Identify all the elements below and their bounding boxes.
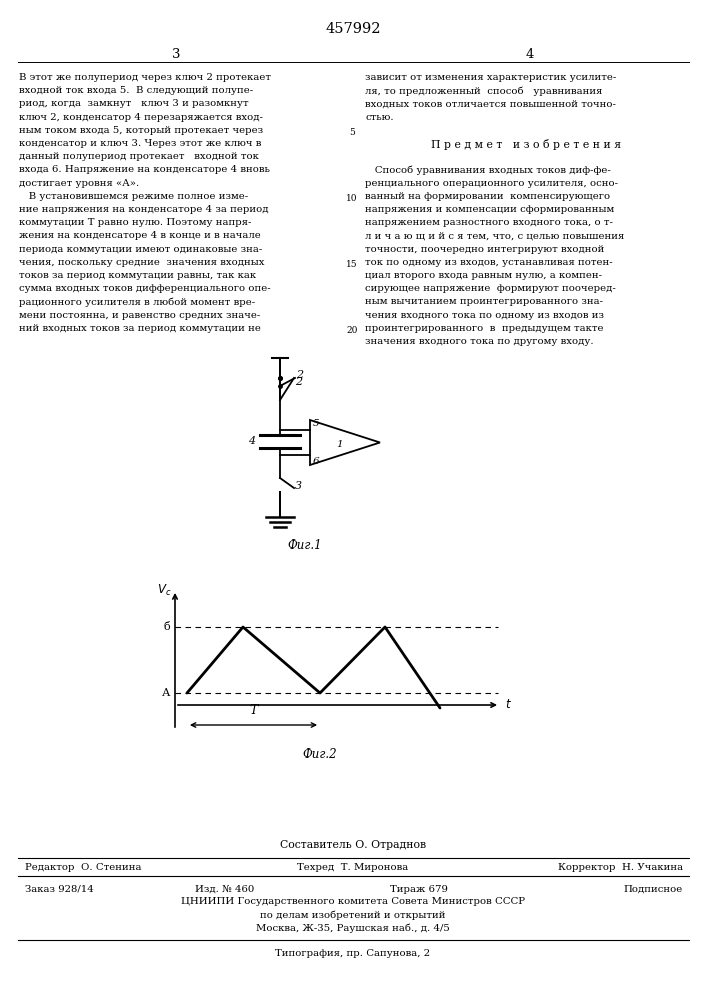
Text: входа 6. Напряжение на конденсаторе 4 вновь: входа 6. Напряжение на конденсаторе 4 вн… <box>19 165 270 174</box>
Text: периода коммутации имеют одинаковые зна-: периода коммутации имеют одинаковые зна- <box>19 245 262 254</box>
Text: ток по одному из входов, устанавливая потен-: ток по одному из входов, устанавливая по… <box>365 258 613 267</box>
Text: А: А <box>162 688 170 698</box>
Text: Подписное: Подписное <box>624 884 683 894</box>
Text: В этот же полупериод через ключ 2 протекает: В этот же полупериод через ключ 2 протек… <box>19 73 271 82</box>
Text: ключ 2, конденсатор 4 перезаряжается вход-: ключ 2, конденсатор 4 перезаряжается вхо… <box>19 113 263 122</box>
Text: Фиг.1: Фиг.1 <box>288 539 322 552</box>
Text: ля, то предложенный  способ   уравнивания: ля, то предложенный способ уравнивания <box>365 86 602 96</box>
Text: значения входного тока по другому входу.: значения входного тока по другому входу. <box>365 337 594 346</box>
Text: рационного усилителя в любой момент вре-: рационного усилителя в любой момент вре- <box>19 297 255 307</box>
Text: ванный на формировании  компенсирующего: ванный на формировании компенсирующего <box>365 192 610 201</box>
Text: Фиг.2: Фиг.2 <box>303 748 337 761</box>
Text: чения, поскольку средние  значения входных: чения, поскольку средние значения входны… <box>19 258 264 267</box>
Text: 3: 3 <box>295 481 302 491</box>
Text: л и ч а ю щ и й с я тем, что, с целью повышения: л и ч а ю щ и й с я тем, что, с целью по… <box>365 231 624 240</box>
Text: 457992: 457992 <box>325 22 381 36</box>
Text: 6: 6 <box>313 457 320 466</box>
Text: мени постоянна, и равенство средних значе-: мени постоянна, и равенство средних знач… <box>19 311 260 320</box>
Text: ренциального операционного усилителя, осно-: ренциального операционного усилителя, ос… <box>365 179 618 188</box>
Text: 5: 5 <box>349 128 355 137</box>
Text: 1: 1 <box>337 440 344 449</box>
Text: 20: 20 <box>346 326 358 335</box>
Text: стью.: стью. <box>365 113 394 122</box>
Text: Корректор  Н. Учакина: Корректор Н. Учакина <box>558 862 683 871</box>
Text: ний входных токов за период коммутации не: ний входных токов за период коммутации н… <box>19 324 261 333</box>
Text: сирующее напряжение  формируют поочеред-: сирующее напряжение формируют поочеред- <box>365 284 616 293</box>
Text: чения входного тока по одному из входов из: чения входного тока по одному из входов … <box>365 311 604 320</box>
Text: Техред  Т. Миронова: Техред Т. Миронова <box>298 862 409 871</box>
Text: Способ уравнивания входных токов диф-фе-: Способ уравнивания входных токов диф-фе- <box>365 165 611 175</box>
Text: б: б <box>163 622 170 632</box>
Text: конденсатор и ключ 3. Через этот же ключ в: конденсатор и ключ 3. Через этот же ключ… <box>19 139 262 148</box>
Text: Типография, пр. Сапунова, 2: Типография, пр. Сапунова, 2 <box>276 950 431 958</box>
Text: 5: 5 <box>313 419 320 428</box>
Text: ЦНИИПИ Государственного комитета Совета Министров СССР: ЦНИИПИ Государственного комитета Совета … <box>181 898 525 906</box>
Text: 4: 4 <box>248 436 255 446</box>
Text: П р е д м е т   и з о б р е т е н и я: П р е д м е т и з о б р е т е н и я <box>431 139 621 150</box>
Text: данный полупериод протекает   входной ток: данный полупериод протекает входной ток <box>19 152 259 161</box>
Text: сумма входных токов дифференциального опе-: сумма входных токов дифференциального оп… <box>19 284 271 293</box>
Text: достигает уровня «А».: достигает уровня «А». <box>19 179 139 188</box>
Text: $V_c$: $V_c$ <box>156 582 171 598</box>
Text: жения на конденсаторе 4 в конце и в начале: жения на конденсаторе 4 в конце и в нача… <box>19 231 261 240</box>
Text: циал второго входа равным нулю, а компен-: циал второго входа равным нулю, а компен… <box>365 271 602 280</box>
Text: ным вычитанием проинтегрированного зна-: ным вычитанием проинтегрированного зна- <box>365 297 603 306</box>
Text: входной ток входа 5.  В следующий полупе-: входной ток входа 5. В следующий полупе- <box>19 86 253 95</box>
Text: Изд. № 460: Изд. № 460 <box>195 884 255 894</box>
Text: $t$: $t$ <box>505 698 512 712</box>
Text: точности, поочередно интегрируют входной: точности, поочередно интегрируют входной <box>365 245 604 254</box>
Text: В установившемся режиме полное изме-: В установившемся режиме полное изме- <box>19 192 248 201</box>
Text: Заказ 928/14: Заказ 928/14 <box>25 884 94 894</box>
Text: 2: 2 <box>295 377 302 387</box>
Text: зависит от изменения характеристик усилите-: зависит от изменения характеристик усили… <box>365 73 617 82</box>
Text: T: T <box>250 704 257 717</box>
Text: Тираж 679: Тираж 679 <box>390 884 448 894</box>
Text: токов за период коммутации равны, так как: токов за период коммутации равны, так ка… <box>19 271 256 280</box>
Text: 15: 15 <box>346 260 358 269</box>
Text: ным током входа 5, который протекает через: ным током входа 5, который протекает чер… <box>19 126 263 135</box>
Text: по делам изобретений и открытий: по делам изобретений и открытий <box>260 910 445 920</box>
Text: 4: 4 <box>526 48 534 61</box>
Text: 2: 2 <box>296 370 303 380</box>
Text: входных токов отличается повышенной точно-: входных токов отличается повышенной точн… <box>365 99 616 108</box>
Text: 3: 3 <box>172 48 180 61</box>
Text: проинтегрированного  в  предыдущем такте: проинтегрированного в предыдущем такте <box>365 324 604 333</box>
Text: Составитель О. Отраднов: Составитель О. Отраднов <box>280 840 426 850</box>
Text: напряжением разностного входного тока, о т-: напряжением разностного входного тока, о… <box>365 218 613 227</box>
Text: напряжения и компенсации сформированным: напряжения и компенсации сформированным <box>365 205 614 214</box>
Text: 10: 10 <box>346 194 358 203</box>
Text: Редактор  О. Стенина: Редактор О. Стенина <box>25 862 141 871</box>
Text: риод, когда  замкнут   ключ 3 и разомкнут: риод, когда замкнут ключ 3 и разомкнут <box>19 99 249 108</box>
Text: Москва, Ж-35, Раушская наб., д. 4/5: Москва, Ж-35, Раушская наб., д. 4/5 <box>256 923 450 933</box>
Text: коммутации Т равно нулю. Поэтому напря-: коммутации Т равно нулю. Поэтому напря- <box>19 218 252 227</box>
Text: ние напряжения на конденсаторе 4 за период: ние напряжения на конденсаторе 4 за пери… <box>19 205 269 214</box>
